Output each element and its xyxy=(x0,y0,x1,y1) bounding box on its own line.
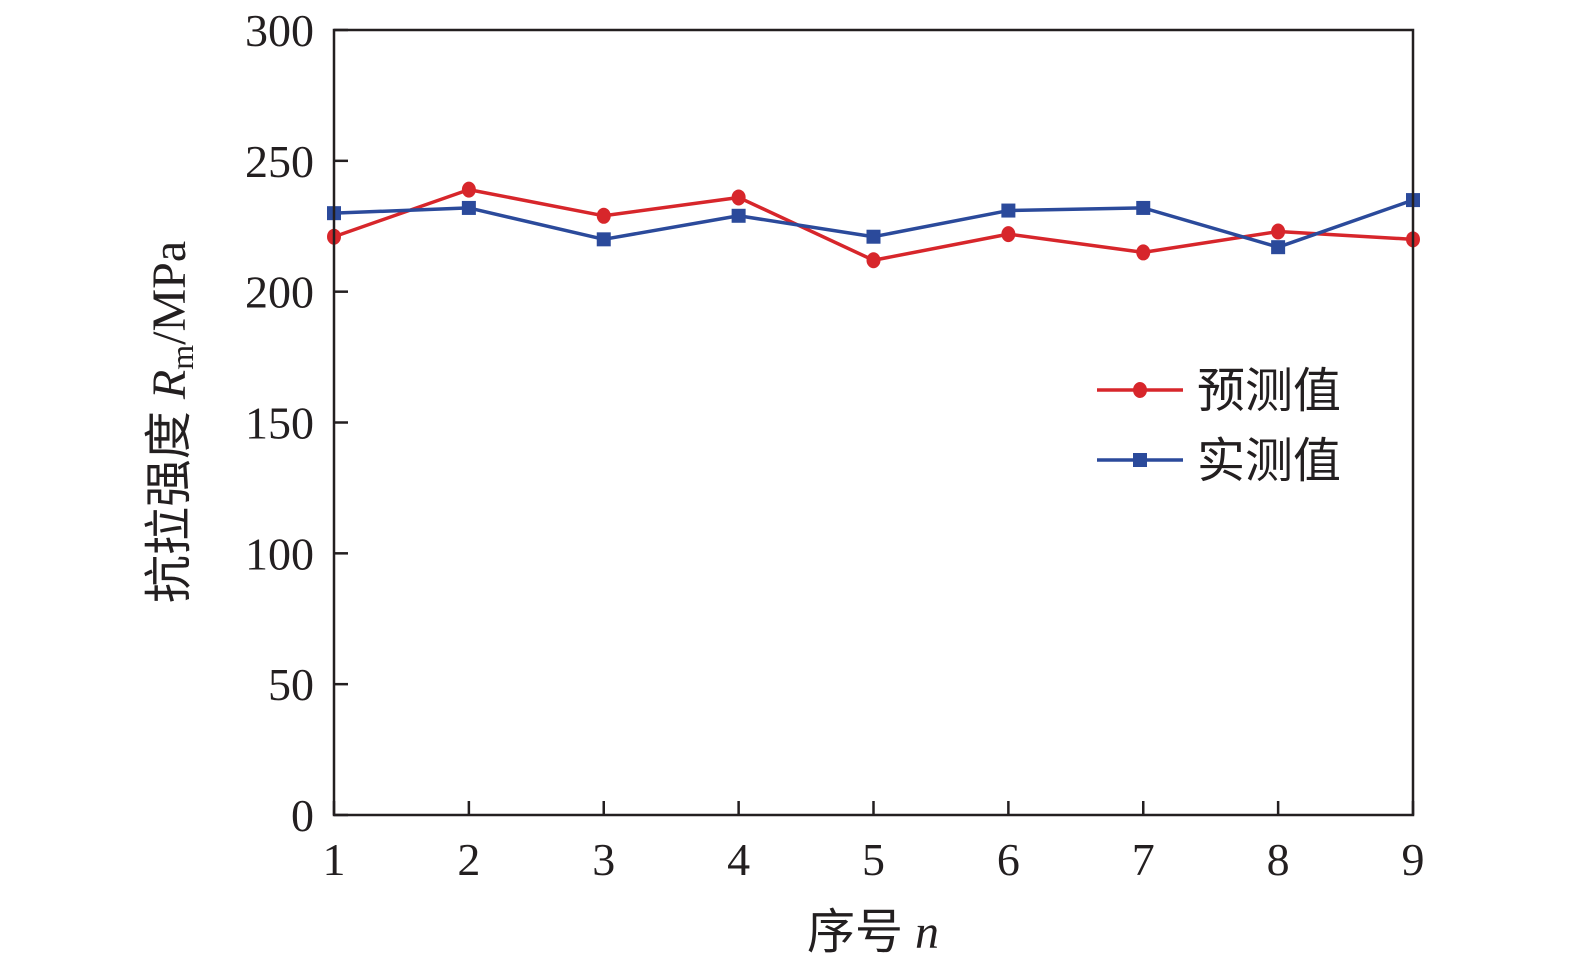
y-axis-title-text: 抗拉强度 xyxy=(143,399,196,603)
y-tick-label: 0 xyxy=(291,790,314,841)
series-1-point xyxy=(1136,244,1151,261)
series-1-point xyxy=(1271,223,1286,240)
legend-swatch-marker xyxy=(1133,453,1147,467)
series-2-point xyxy=(1271,240,1286,255)
series-2-point xyxy=(1001,203,1016,218)
series-1-point xyxy=(1001,226,1016,243)
series-2-point xyxy=(461,200,476,215)
series-2-point xyxy=(596,232,611,247)
x-axis-title: 序号 n xyxy=(807,906,939,959)
legend-entry: 实测值 xyxy=(1097,435,1341,488)
series-2-point xyxy=(731,208,746,223)
x-tick-label: 3 xyxy=(592,834,615,885)
series-1-point xyxy=(596,207,611,224)
legend-swatch-marker xyxy=(1133,382,1147,398)
legend-label: 实测值 xyxy=(1197,435,1341,488)
x-tick-label: 8 xyxy=(1267,834,1290,885)
series-1-point xyxy=(461,181,476,198)
series-2 xyxy=(327,193,1420,255)
x-tick-label: 7 xyxy=(1132,834,1155,885)
plot-frame xyxy=(332,28,1415,817)
legend-label: 预测值 xyxy=(1197,365,1341,418)
y-axis-title-var: R xyxy=(143,370,196,400)
series-1-line xyxy=(333,187,1414,263)
y-axis-title: 抗拉强度 Rm/MPa xyxy=(143,241,200,603)
y-tick-label: 50 xyxy=(268,659,314,710)
x-tick-label: 5 xyxy=(862,834,885,885)
y-axis-title-unit: /MPa xyxy=(143,241,196,345)
x-tick-label: 1 xyxy=(323,834,346,885)
series-2-point xyxy=(1136,200,1151,215)
series-1-point xyxy=(731,189,746,206)
series-2-point xyxy=(866,229,881,244)
x-tick-label: 6 xyxy=(997,834,1020,885)
y-tick-label: 100 xyxy=(245,528,314,579)
y-tick-label: 300 xyxy=(245,5,314,56)
x-tick-label: 2 xyxy=(457,834,480,885)
series-1-point xyxy=(866,252,881,269)
x-tick-label: 9 xyxy=(1402,834,1425,885)
legend-entry: 预测值 xyxy=(1097,365,1341,418)
y-tick-label: 200 xyxy=(245,267,314,318)
y-tick-label: 250 xyxy=(245,136,314,187)
x-axis-title-var: n xyxy=(915,906,939,959)
y-tick-label: 150 xyxy=(245,398,314,449)
y-axis-title-sub: m xyxy=(164,345,200,370)
x-tick-label: 4 xyxy=(727,834,750,885)
series-1 xyxy=(327,181,1420,269)
x-axis-title-text: 序号 xyxy=(807,906,915,959)
